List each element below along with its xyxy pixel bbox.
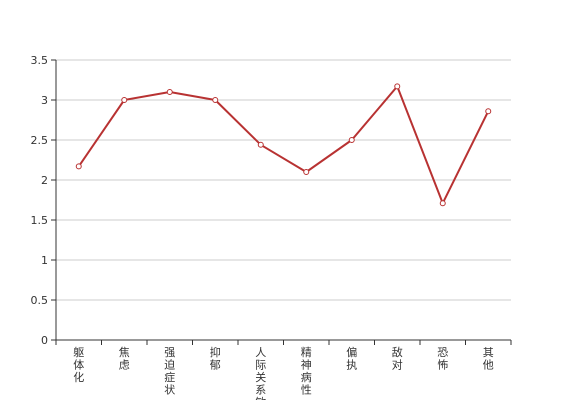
data-point[interactable] xyxy=(303,169,310,175)
gridlines xyxy=(56,59,511,301)
y-tick-label: 0.5 xyxy=(31,294,49,307)
data-point[interactable] xyxy=(166,89,173,95)
axes xyxy=(51,59,512,345)
x-tick-label: 抑郁 xyxy=(210,345,221,372)
x-tick-label: 敌对 xyxy=(392,345,403,372)
y-tick-label: 2.5 xyxy=(31,134,49,147)
data-point[interactable] xyxy=(485,108,492,115)
data-point[interactable] xyxy=(348,137,355,143)
x-tick-label: 恐怖 xyxy=(437,346,448,372)
y-tick-label: 2 xyxy=(41,174,48,187)
data-point[interactable] xyxy=(257,141,264,148)
x-tick-label: 偏执 xyxy=(346,345,357,372)
series-line xyxy=(77,85,490,205)
y-tick-label: 1 xyxy=(41,254,48,267)
y-axis-tick-labels: 0 0.5 1 1.5 2 2.5 3 3.5 xyxy=(31,54,49,347)
y-tick-label: 3 xyxy=(41,94,48,107)
data-point[interactable] xyxy=(439,200,446,207)
data-point[interactable] xyxy=(212,97,219,103)
data-point[interactable] xyxy=(75,163,82,170)
x-tick-label: 躯体化 xyxy=(73,346,84,384)
x-tick-label: 强迫症状 xyxy=(164,346,175,397)
x-tick-label: 其他 xyxy=(483,346,494,372)
data-point[interactable] xyxy=(121,97,128,103)
x-axis-tick-labels: 躯体化 焦虑 强迫症状 抑郁 人际关系敏感 精神病性 偏执 敌对 恐怖 其他 xyxy=(73,345,494,404)
x-tick-label: 精神病性 xyxy=(301,346,312,397)
x-tick-label: 人际关系敏感 xyxy=(255,346,266,400)
x-tick-label: 焦虑 xyxy=(119,346,130,372)
y-tick-label: 0 xyxy=(41,334,48,347)
y-tick-label: 1.5 xyxy=(31,214,49,227)
data-point[interactable] xyxy=(394,83,401,90)
y-tick-label: 3.5 xyxy=(31,54,49,67)
series xyxy=(75,83,492,207)
